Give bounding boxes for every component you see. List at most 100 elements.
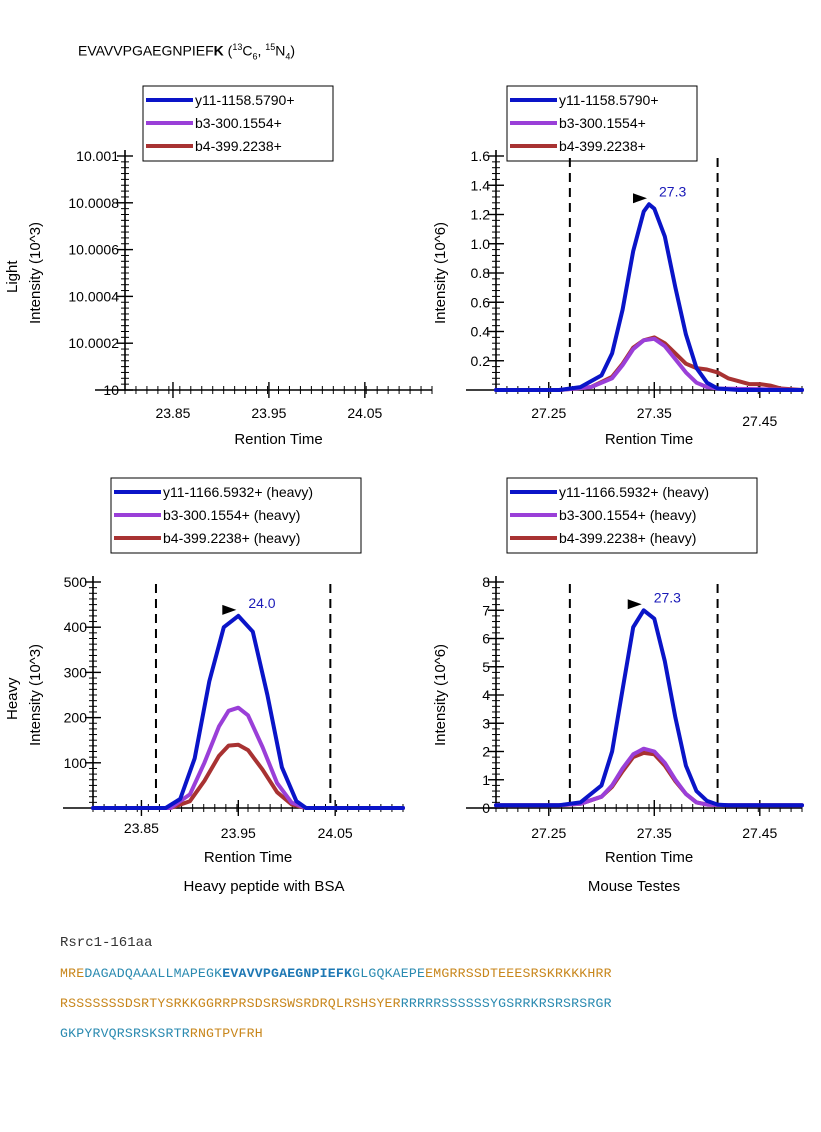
legend-entry: b4-399.2238+ (heavy) <box>559 530 696 546</box>
series-line-b4 <box>91 742 405 810</box>
peak-label: 27.3 <box>654 589 681 605</box>
y-tick-label: 6 <box>482 631 490 647</box>
sequence-segment: EMGRRSSDTEEESRSKRKKKHRR <box>425 966 612 981</box>
x-tick-label: 23.95 <box>221 825 256 841</box>
y-tick-label: 1.0 <box>471 236 491 252</box>
peptide-title: EVAVVPGAEGNPIEFK (13C6, 15N4) <box>78 42 295 61</box>
series-line-b3 <box>91 705 405 810</box>
y-tick-label: 1 <box>482 772 490 788</box>
carbon-mass: 13 <box>232 42 243 52</box>
sequence-segment: GLGQKAEPE <box>352 966 426 981</box>
y-tick-label: 0.8 <box>471 265 491 281</box>
y-tick-label: 500 <box>64 574 88 590</box>
peak-marker-icon <box>627 599 642 610</box>
y-tick-label: 0.4 <box>471 324 491 340</box>
peak-marker-icon <box>222 604 237 615</box>
y-tick-label: 5 <box>482 659 490 675</box>
y-tick-label: 2 <box>482 744 490 760</box>
y-tick-label: 7 <box>482 602 490 618</box>
peak-label: 24.0 <box>248 595 275 611</box>
x-axis-label: Rention Time <box>605 849 693 866</box>
legend-entry: y11-1166.5932+ (heavy) <box>559 484 709 500</box>
legend-entry: b4-399.2238+ <box>559 138 646 154</box>
sequence-line-2: RSSSSSSSDSRTYSRKKGGRRPRSDSRSWSRDRQLRSHSY… <box>60 996 612 1011</box>
peak-marker-icon <box>633 193 647 204</box>
caption-bsa: Heavy peptide with BSA <box>183 878 345 895</box>
y-tick-label: 0 <box>482 800 490 816</box>
y-tick-label: 10.001 <box>76 148 119 164</box>
legend-entry: b3-300.1554+ (heavy) <box>163 507 300 523</box>
y-tick-label: 1.6 <box>471 148 491 164</box>
series-line-b3 <box>494 746 804 808</box>
chart-light-testes: y11-1158.5790+ b3-300.1554+ b4-399.2238+ 0.… <box>432 85 804 448</box>
y-tick-label: 10.0006 <box>68 242 119 258</box>
y-tick-label: 0.6 <box>471 294 491 310</box>
y-tick-label: 10.0002 <box>68 335 119 351</box>
carbon-symbol: C <box>242 42 253 59</box>
label-open: ( <box>223 42 233 59</box>
y-tick-label: 10.0008 <box>68 195 119 211</box>
y-tick-label: 10 <box>103 382 119 398</box>
x-tick-label: 27.35 <box>637 405 672 421</box>
sequence-segment: MRE <box>60 966 85 981</box>
series-line-y11 <box>494 608 804 808</box>
sequence-segment: RNGTPVFRH <box>189 1026 263 1041</box>
peptide-sequence: EVAVVPGAEGNPIEF <box>78 42 214 59</box>
chart-heavy-testes: y11-1166.5932+ (heavy) b3-300.1554+ (heav… <box>432 477 804 866</box>
sequence-segment: EVAVVPGAEGNPIEFK <box>222 966 353 981</box>
sequence-segment: RRRRRSSSSSSYGSRRKRSRSRSRGR <box>400 996 612 1011</box>
legend-entry: b3-300.1554+ <box>195 115 282 131</box>
sequence-segment: RSSSSSSSDSRTYSRKKGGRRPRSDSRSWSRDRQLRSHSY… <box>60 996 401 1011</box>
x-tick-label: 27.45 <box>742 825 777 841</box>
legend-entry: y11-1158.5790+ <box>195 92 295 108</box>
y-tick-label: 400 <box>64 619 88 635</box>
heavy-residue: K <box>213 42 224 59</box>
series-line-b4 <box>494 750 804 808</box>
x-tick-label: 23.95 <box>251 405 286 421</box>
y-tick-label: 8 <box>482 574 490 590</box>
y-tick-label: 100 <box>64 755 88 771</box>
x-tick-label: 27.25 <box>531 825 566 841</box>
x-tick-label: 27.25 <box>531 405 566 421</box>
sequence-line-1: MREDAGADQAAALLMAPEGKEVAVVPGAEGNPIEFKGLGQ… <box>60 966 612 981</box>
y-tick-label: 1.4 <box>471 177 491 193</box>
y-tick-label: 1.2 <box>471 207 491 223</box>
x-tick-label: 27.45 <box>742 413 777 429</box>
y-axis-label: Intensity (10^6) <box>432 222 449 324</box>
x-tick-label: 24.05 <box>347 405 382 421</box>
x-tick-label: 27.35 <box>637 825 672 841</box>
caption-testes: Mouse Testes <box>587 878 681 895</box>
legend-entry: b4-399.2238+ (heavy) <box>163 530 300 546</box>
x-axis-label: Rention Time <box>605 431 693 448</box>
series-line-y11 <box>494 202 804 392</box>
peak-label: 27.3 <box>659 183 686 199</box>
y-tick-label: 300 <box>64 664 88 680</box>
nitrogen-count: 4 <box>285 51 291 62</box>
label-close: ) <box>290 42 296 59</box>
legend-entry: b4-399.2238+ <box>195 138 282 154</box>
legend-entry: y11-1166.5932+ (heavy) <box>163 484 313 500</box>
series-line-b4 <box>494 335 804 392</box>
carbon-count: 6 <box>252 51 258 62</box>
y-tick-label: 3 <box>482 715 490 731</box>
series-line-b3 <box>494 336 804 392</box>
y-tick-label: 0.2 <box>471 353 491 369</box>
y-axis-label: Intensity (10^3) <box>27 644 44 746</box>
y-tick-label: 4 <box>482 687 490 703</box>
x-axis-label: Rention Time <box>204 849 292 866</box>
sequence-title: Rsrc1-161aa <box>60 935 153 951</box>
chart-light-bsa: y11-1158.5790+ b3-300.1554+ b4-399.2238+ 10… <box>27 85 433 448</box>
x-tick-label: 24.05 <box>318 825 353 841</box>
sequence-segment: GKPYRVQRSRSKSRTR <box>60 1026 190 1041</box>
nitrogen-symbol: N <box>275 42 286 59</box>
chart-heavy-bsa: y11-1166.5932+ (heavy) b3-300.1554+ (heav… <box>27 477 405 866</box>
nitrogen-mass: 15 <box>265 42 276 52</box>
sequence-line-3: GKPYRVQRSRSKSRTRRNGTPVFRH <box>60 1026 263 1041</box>
y-tick-label: 10.0004 <box>68 288 119 304</box>
x-tick-label: 23.85 <box>124 820 159 836</box>
sequence-segment: DAGADQAAALLMAPEGK <box>84 966 223 981</box>
legend-entry: b3-300.1554+ (heavy) <box>559 507 696 523</box>
legend-entry: b3-300.1554+ <box>559 115 646 131</box>
label-comma: , <box>257 42 266 59</box>
y-tick-label: 200 <box>64 710 88 726</box>
